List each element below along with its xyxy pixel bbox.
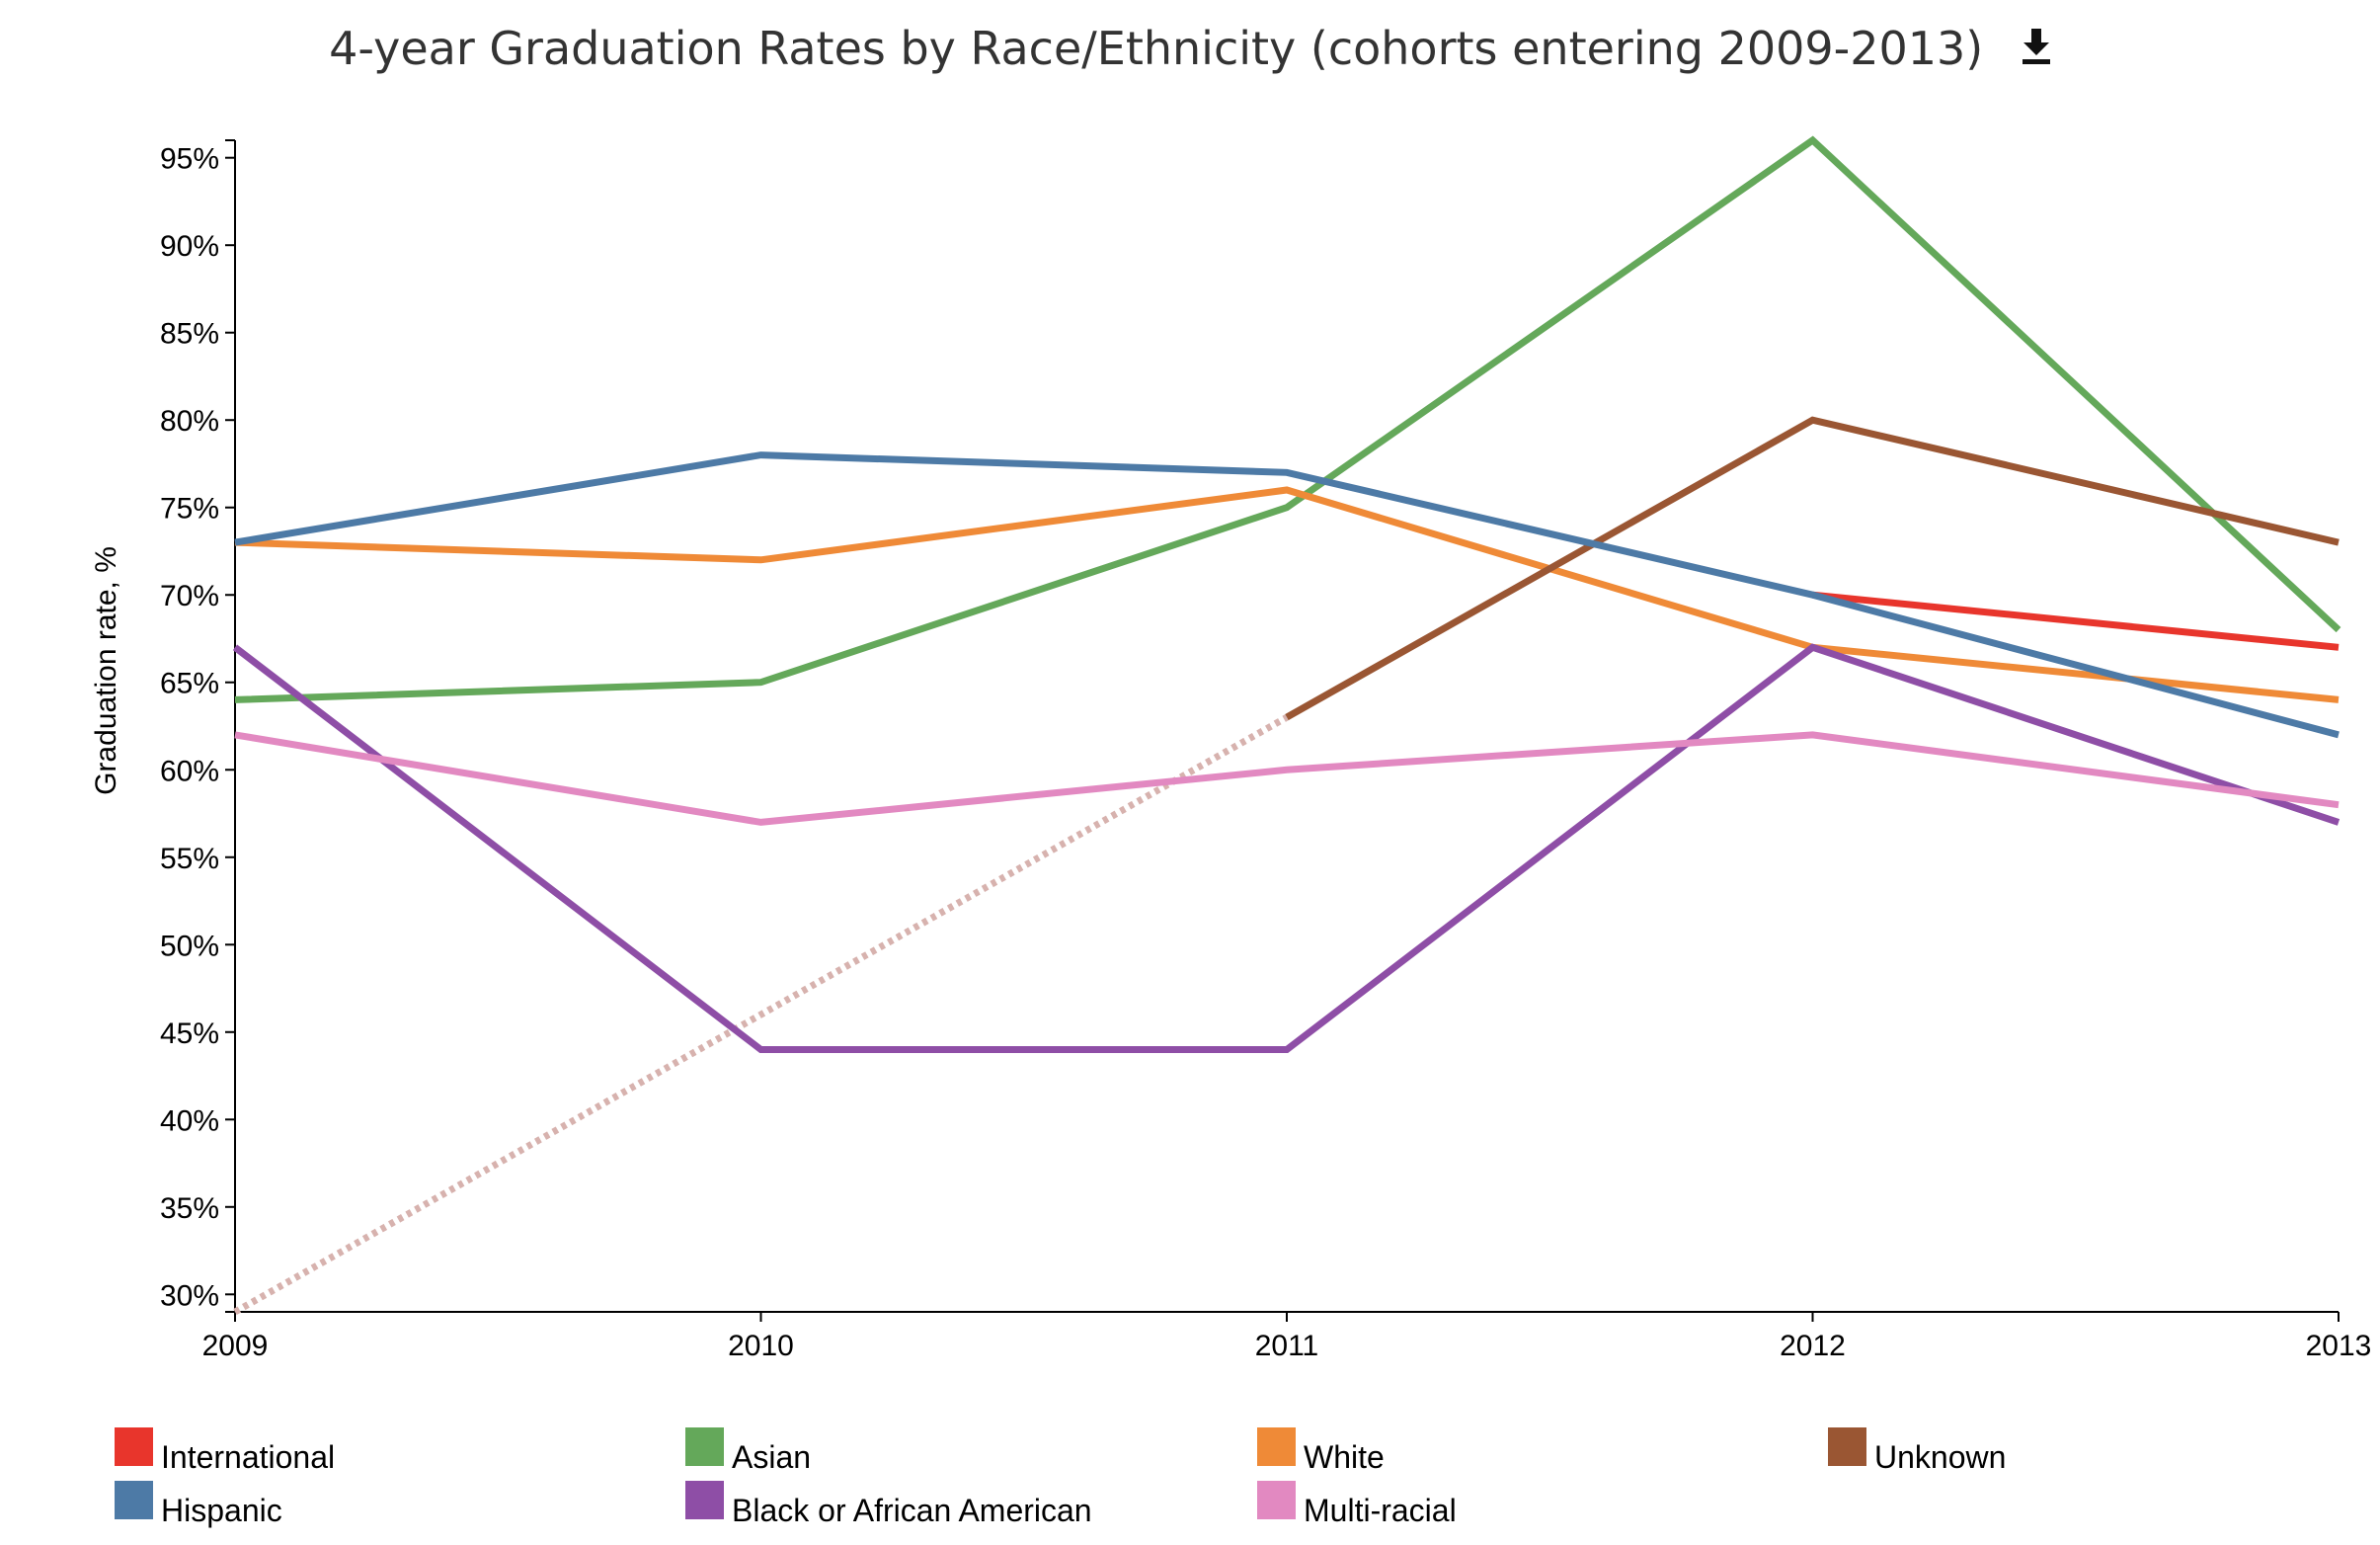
series-black-or-african-american xyxy=(232,643,2340,1053)
legend-label: Hispanic xyxy=(161,1493,282,1528)
legend-swatch xyxy=(1828,1427,1866,1466)
series-international xyxy=(1812,591,2340,651)
y-tick-label: 70% xyxy=(160,580,219,612)
x-tick-label: 2012 xyxy=(1780,1330,1846,1362)
series-asian xyxy=(234,135,2341,703)
series-multi-racial-line xyxy=(234,731,2340,826)
series-hispanic xyxy=(234,451,2340,739)
y-tick-label: 55% xyxy=(160,843,219,875)
series-layer xyxy=(232,135,2341,1316)
y-tick-label: 65% xyxy=(160,668,219,700)
legend-label: Black or African American xyxy=(732,1493,1092,1528)
legend-label: Multi-racial xyxy=(1304,1493,1457,1528)
y-tick-label: 30% xyxy=(160,1279,219,1312)
y-tick-label: 50% xyxy=(160,930,219,962)
legend-swatch xyxy=(1257,1481,1296,1519)
y-tick-label: 60% xyxy=(160,755,219,787)
series-multi-racial xyxy=(234,731,2340,826)
y-tick-label: 40% xyxy=(160,1104,219,1137)
download-icon xyxy=(2022,28,2050,64)
series-international-line xyxy=(1812,591,2340,651)
y-tick-label: 35% xyxy=(160,1192,219,1225)
x-axis: 2009 2010 2011 2012 2013 xyxy=(202,1311,2372,1362)
y-axis: 30% 35% 40% 45% 50% 55% 60% 65% 70% 75% 80% 85% 90% 9… xyxy=(160,139,236,1313)
legend-swatch xyxy=(685,1427,724,1466)
series-white xyxy=(234,486,2340,703)
x-tick-label: 2011 xyxy=(1255,1330,1319,1362)
y-tick-label: 80% xyxy=(160,405,219,438)
legend-swatch xyxy=(1257,1427,1296,1466)
series-black-or-african-american-line xyxy=(232,643,2340,1053)
y-tick-label: 95% xyxy=(160,143,219,176)
y-tick-label: 85% xyxy=(160,318,219,351)
legend-label: White xyxy=(1304,1439,1385,1475)
chart-title-row: 4-year Graduation Rates by Race/Ethnicit… xyxy=(0,22,2380,79)
legend-label: International xyxy=(161,1439,336,1475)
x-tick-label: 2010 xyxy=(728,1330,794,1362)
series-hispanic-line xyxy=(234,451,2340,739)
y-tick-label: 75% xyxy=(160,493,219,526)
line-chart: 30% 35% 40% 45% 50% 55% 60% 65% 70% 75% 80% 85% 90% 9… xyxy=(90,135,2372,1362)
x-tick-label: 2013 xyxy=(2306,1330,2372,1362)
x-tick-label: 2009 xyxy=(202,1330,269,1362)
legend-label: Asian xyxy=(732,1439,812,1475)
download-button[interactable] xyxy=(2022,22,2051,75)
y-tick-label: 90% xyxy=(160,230,219,263)
legend-label: Unknown xyxy=(1874,1439,2007,1475)
legend-swatch xyxy=(115,1427,153,1466)
y-tick-label: 45% xyxy=(160,1017,219,1050)
legend: International Asian White Unknown Hispanic Bl… xyxy=(115,1427,2287,1536)
series-unknown xyxy=(233,416,2340,1316)
chart-title: 4-year Graduation Rates by Race/Ethnicit… xyxy=(329,22,1984,75)
series-asian-line xyxy=(234,135,2341,703)
series-unknown-line xyxy=(1285,416,2340,721)
legend-swatch xyxy=(685,1481,724,1519)
legend-swatch xyxy=(115,1481,153,1519)
series-white-line xyxy=(234,486,2340,703)
series-unknown-dotted-segment xyxy=(233,714,1289,1316)
y-axis-title: Graduation rate, % xyxy=(90,546,122,795)
